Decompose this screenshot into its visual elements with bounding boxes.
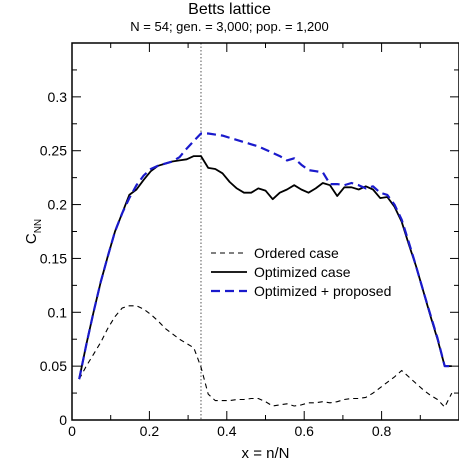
x-axis-label: x = n/N: [242, 445, 290, 462]
y-axis-label-subscript: NN: [33, 219, 44, 233]
series-line-1: [78, 305, 453, 408]
x-tick-label: 0.4: [217, 423, 237, 439]
series-layer: [78, 132, 453, 408]
y-tick-label: 0.25: [40, 143, 67, 159]
y-axis-label: CNN: [23, 219, 44, 244]
chart-title: Betts lattice: [188, 1, 271, 18]
y-axis-label-main: C: [23, 233, 40, 244]
legend-label: Optimized + proposed: [254, 283, 391, 299]
chart-subtitle: N = 54; gen. = 3,000; pop. = 1,200: [130, 19, 329, 34]
tick-layer: 0 0.2 0.4 0.6 0.8 0 0.05 0.1 0.15 0.2 0.25 0.3: [40, 43, 459, 439]
y-tick-label: 0.1: [48, 304, 68, 320]
series-line-2: [78, 155, 452, 380]
x-tick-label: 0.2: [140, 423, 160, 439]
series-line-3: [78, 132, 452, 380]
legend-label: Ordered case: [254, 245, 339, 261]
legend-label: Optimized case: [254, 264, 351, 280]
plot-frame: [71, 42, 459, 421]
x-tick-label: 0.8: [372, 423, 392, 439]
y-tick-label: 0.05: [40, 358, 67, 374]
y-tick-label: 0: [59, 412, 67, 428]
x-tick-label: 0.6: [294, 423, 314, 439]
x-tick-label: 0: [68, 423, 76, 439]
legend: Ordered case Optimized case Optimized + pr…: [211, 245, 391, 299]
y-tick-label: 0.3: [48, 89, 68, 105]
y-tick-label: 0.2: [48, 197, 68, 213]
y-tick-label: 0.15: [40, 250, 67, 266]
